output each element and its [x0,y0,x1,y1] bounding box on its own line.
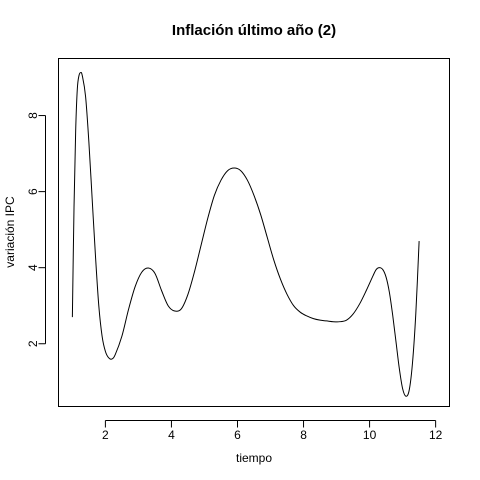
y-axis-label: variación IPC [3,196,17,268]
y-tick-label: 2 [26,340,40,347]
chart-title: Inflación último año (2) [172,22,336,39]
x-tick-label: 6 [234,428,241,442]
x-tick-label: 4 [168,428,175,442]
y-ticks: 2 4 6 8 [26,112,46,347]
x-axis-label: tiempo [236,451,272,465]
y-tick-label: 4 [26,264,40,271]
series-line [71,71,420,397]
x-tick-label: 8 [300,428,307,442]
x-tick-label: 2 [102,428,109,442]
x-ticks: 2 4 6 8 10 12 [102,420,443,442]
plot-frame [58,58,450,407]
y-tick-label: 8 [26,112,40,119]
x-tick-label: 10 [363,428,377,442]
x-tick-label: 12 [429,428,443,442]
y-tick-label: 6 [26,188,40,195]
